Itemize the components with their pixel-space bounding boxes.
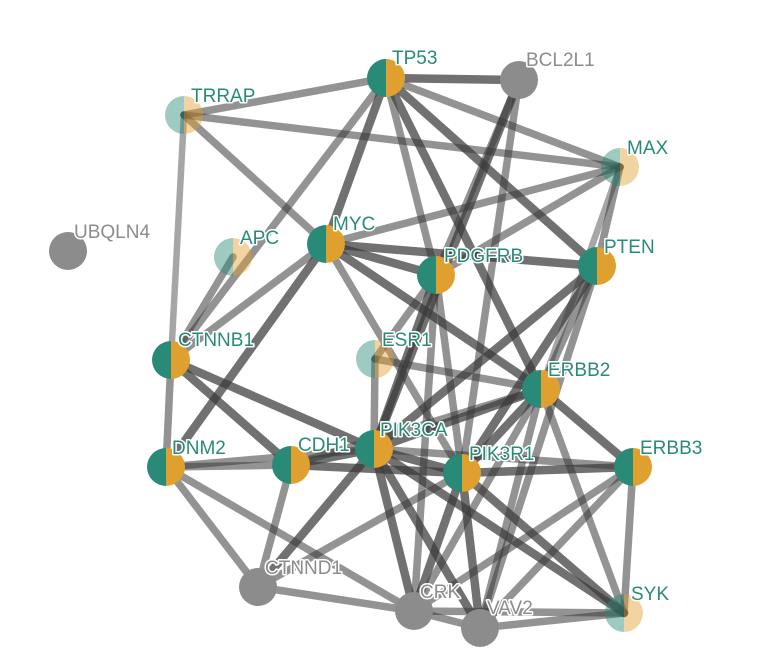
- node-vav2[interactable]: [461, 609, 499, 647]
- edge-apc-ctnnb1: [167, 253, 237, 364]
- node-trrap[interactable]: [165, 96, 203, 134]
- node-label-pik3ca: PIK3CA: [380, 420, 448, 441]
- node-label-bcl2l1: BCL2L1: [526, 50, 595, 71]
- edge-trrap-max: [180, 111, 624, 171]
- edge-pik3ca-ctnnd1: [253, 444, 379, 592]
- node-label-max: MAX: [627, 138, 669, 159]
- edge-ctnnd1-crk: [254, 583, 418, 615]
- edge-tp53-myc: [321, 73, 391, 249]
- edge-myc-dnm2: [161, 239, 331, 472]
- node-label-pik3r1: PIK3R1: [469, 444, 534, 465]
- edge-erbb3-vav2: [476, 463, 637, 632]
- node-myc[interactable]: [307, 225, 345, 263]
- edge-pdgfrb-crk: [410, 271, 440, 615]
- node-erbb2[interactable]: [522, 370, 560, 408]
- node-erbb3[interactable]: [614, 448, 652, 486]
- edge-pten-pik3ca: [369, 261, 602, 454]
- node-ubqln4[interactable]: [49, 232, 87, 270]
- edge-pik3r1-crk: [409, 468, 467, 616]
- node-label-ctnnb1: CTNNB1: [178, 330, 254, 351]
- node-layer: [49, 59, 652, 647]
- node-ctnnb1[interactable]: [152, 341, 190, 379]
- node-tp53[interactable]: [367, 59, 405, 97]
- node-label-esr1: ESR1: [382, 330, 432, 351]
- edge-vav2-syk: [476, 609, 628, 632]
- edge-erbb3-syk: [620, 463, 637, 617]
- edge-dnm2-ctnnd1: [162, 463, 262, 591]
- node-dnm2[interactable]: [147, 448, 185, 486]
- edge-pik3r1-syk: [457, 468, 629, 618]
- edge-erbb2-vav2: [476, 385, 545, 632]
- node-syk[interactable]: [605, 594, 643, 632]
- edge-erbb2-crk: [410, 385, 545, 615]
- node-ctnnd1[interactable]: [239, 568, 277, 606]
- node-label-tp53: TP53: [392, 48, 437, 69]
- edge-tp53-ctnnb1: [167, 74, 390, 364]
- node-esr1[interactable]: [356, 340, 394, 378]
- edge-erbb2-erbb3: [536, 384, 638, 472]
- edge-crk-syk: [410, 607, 628, 617]
- edge-pik3r1-ctnnd1: [254, 469, 466, 591]
- node-pdgfrb[interactable]: [417, 256, 455, 294]
- node-label-vav2: VAV2: [487, 598, 533, 619]
- node-label-ctnnd1: CTNND1: [265, 558, 342, 579]
- node-pten[interactable]: [578, 247, 616, 285]
- node-label-syk: SYK: [631, 584, 669, 605]
- node-label-apc: APC: [240, 228, 279, 249]
- node-label-myc: MYC: [333, 214, 375, 235]
- edge-myc-pten: [321, 239, 602, 271]
- edge-erbb3-crk: [410, 463, 637, 615]
- node-pik3r1[interactable]: [443, 454, 481, 492]
- label-layer: TP53 BCL2L1 TRRAP MAX UBQLN4 APC MYC PDGFRB PTEN…: [73, 47, 704, 621]
- node-cdh1[interactable]: [272, 446, 310, 484]
- node-label-trrap: TRRAP: [191, 86, 255, 107]
- node-label-ubqln4: UBQLN4: [74, 222, 150, 243]
- edge-layer: [161, 73, 638, 633]
- edge-pik3ca-vav2: [369, 444, 485, 633]
- node-pik3ca[interactable]: [355, 430, 393, 468]
- edge-myc-pik3r1: [322, 240, 466, 477]
- edge-trrap-myc: [180, 111, 330, 248]
- edge-ctnnb1-pik3ca: [166, 355, 379, 454]
- edge-esr1-erbb2: [371, 355, 545, 393]
- node-label-erbb2: ERBB2: [548, 360, 610, 381]
- node-label-crk: CRK: [420, 582, 460, 603]
- node-crk[interactable]: [395, 592, 433, 630]
- node-label-erbb3: ERBB3: [640, 438, 702, 459]
- edge-max-myc: [322, 163, 624, 248]
- node-label-cdh1: CDH1: [298, 435, 350, 456]
- edge-pik3ca-erbb3: [370, 445, 637, 471]
- edge-tp53-bcl2l1: [381, 73, 524, 85]
- edge-pik3ca-crk: [369, 444, 419, 616]
- edge-pten-pik3r1: [457, 261, 602, 478]
- edge-myc-ctnnb1: [167, 240, 330, 364]
- node-max[interactable]: [601, 148, 639, 186]
- edge-ctnnb1-cdh1: [166, 355, 296, 470]
- edge-tp53-trrap: [180, 74, 390, 119]
- node-label-dnm2: DNM2: [172, 438, 226, 459]
- edge-pten-vav2: [476, 262, 601, 632]
- edge-pik3ca-syk: [369, 444, 629, 618]
- edge-cdh1-ctnnd1: [254, 461, 295, 591]
- node-bcl2l1[interactable]: [500, 61, 538, 99]
- edge-tp53-pten: [381, 73, 602, 271]
- edge-dnm2-crk: [162, 463, 418, 615]
- node-apc[interactable]: [214, 238, 252, 276]
- node-label-pdgfrb: PDGFRB: [444, 246, 523, 267]
- node-label-pten: PTEN: [604, 237, 655, 258]
- edge-pik3r1-erbb3: [457, 462, 638, 478]
- edge-trrap-ctnnb1: [167, 111, 188, 364]
- edge-tp53-pdgfrb: [382, 74, 440, 279]
- edge-pik3r1-vav2: [457, 468, 485, 633]
